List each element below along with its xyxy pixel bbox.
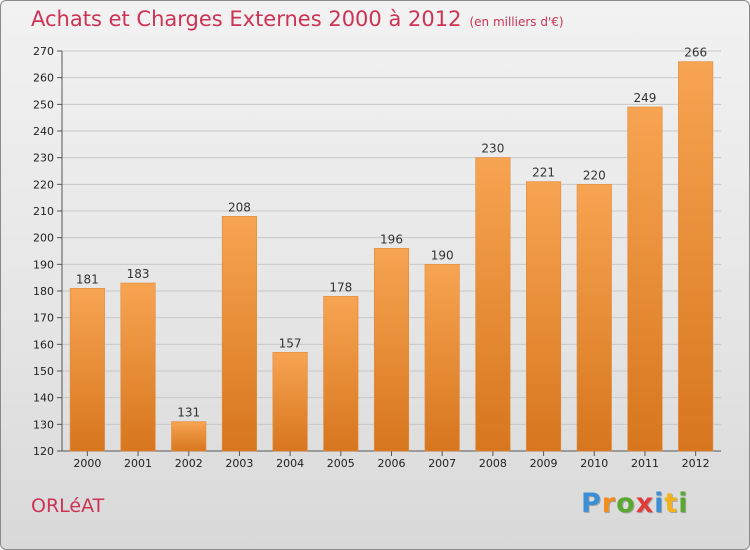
value-label-2009: 221	[532, 166, 555, 180]
value-label-2006: 196	[380, 232, 403, 246]
x-tick-label-2005: 2005	[327, 457, 355, 470]
value-labels: 181 183 131 208 157 178 196 190 230 221 220 249 266	[76, 46, 707, 420]
value-label-2010: 220	[583, 168, 606, 182]
value-label-2004: 157	[279, 336, 302, 350]
y-tick-label: 150	[33, 365, 54, 378]
bar-2011	[627, 106, 663, 452]
y-tick-label: 270	[33, 45, 54, 58]
y-tick-label: 220	[33, 178, 54, 191]
bar-2002	[171, 421, 207, 452]
bar-2003	[221, 216, 257, 452]
logo-letter: t	[664, 488, 679, 519]
x-tick-label-2009: 2009	[530, 457, 558, 470]
x-tick-label-2004: 2004	[276, 457, 304, 470]
y-tick-label: 160	[33, 338, 54, 351]
value-label-2012: 266	[684, 46, 707, 60]
value-label-2001: 183	[127, 267, 150, 281]
value-label-2008: 230	[481, 142, 504, 156]
y-tick-label: 210	[33, 205, 54, 218]
y-tick-label: 260	[33, 72, 54, 85]
x-tick-label-2010: 2010	[580, 457, 608, 470]
y-tick-label: 140	[33, 392, 54, 405]
x-tick-label-2000: 2000	[73, 457, 101, 470]
x-tick-label-2008: 2008	[479, 457, 507, 470]
bar-2010	[576, 184, 612, 452]
bar-2001	[120, 282, 156, 452]
logo-letter: r	[601, 488, 617, 519]
proxiti-logo: Proxiti	[581, 488, 689, 519]
y-tick-label: 120	[33, 445, 54, 458]
bar-2008	[475, 157, 511, 452]
y-tick-label: 170	[33, 312, 54, 325]
chart-title: Achats et Charges Externes 2000 à 2012 (e…	[31, 7, 564, 31]
x-tick-label-2012: 2012	[682, 457, 710, 470]
logo-letter: o	[616, 488, 636, 519]
y-tick-label: 130	[33, 418, 54, 431]
value-label-2011: 249	[634, 91, 657, 105]
bar-2000	[69, 288, 105, 452]
bar-2004	[272, 352, 308, 452]
logo-letter: P	[581, 488, 602, 519]
value-label-2007: 190	[431, 248, 454, 262]
logo-letter: x	[635, 488, 655, 519]
x-tick-label-2003: 2003	[225, 457, 253, 470]
y-tick-label: 200	[33, 232, 54, 245]
value-label-2002: 131	[177, 406, 200, 420]
y-tick-label: 240	[33, 125, 54, 138]
value-label-2000: 181	[76, 272, 99, 286]
bars	[69, 61, 714, 452]
city-name: ORLéAT	[31, 495, 105, 517]
y-tick-label: 230	[33, 152, 54, 165]
y-tick-label: 250	[33, 98, 54, 111]
logo-letter: i	[678, 488, 689, 519]
axes: 120 130 140 150 160 170 180 190 200 210 220 230 240 2…	[33, 45, 721, 470]
x-tick-label-2001: 2001	[124, 457, 152, 470]
value-label-2003: 208	[228, 200, 251, 214]
y-tick-label: 190	[33, 258, 54, 271]
logo-letter: i	[654, 488, 665, 519]
bar-2012	[678, 61, 714, 452]
value-label-2005: 178	[329, 280, 352, 294]
x-tick-label-2007: 2007	[428, 457, 456, 470]
y-tick-label: 180	[33, 285, 54, 298]
chart-title-text: Achats et Charges Externes 2000 à 2012	[31, 7, 462, 31]
bar-2007	[424, 264, 460, 452]
x-tick-label-2006: 2006	[378, 457, 406, 470]
bar-2009	[526, 181, 562, 452]
x-tick-label-2011: 2011	[631, 457, 659, 470]
chart-subtitle: (en milliers d'€)	[469, 15, 564, 29]
x-tick-label-2002: 2002	[175, 457, 203, 470]
bar-2006	[373, 248, 410, 452]
bar-2005	[323, 296, 359, 452]
